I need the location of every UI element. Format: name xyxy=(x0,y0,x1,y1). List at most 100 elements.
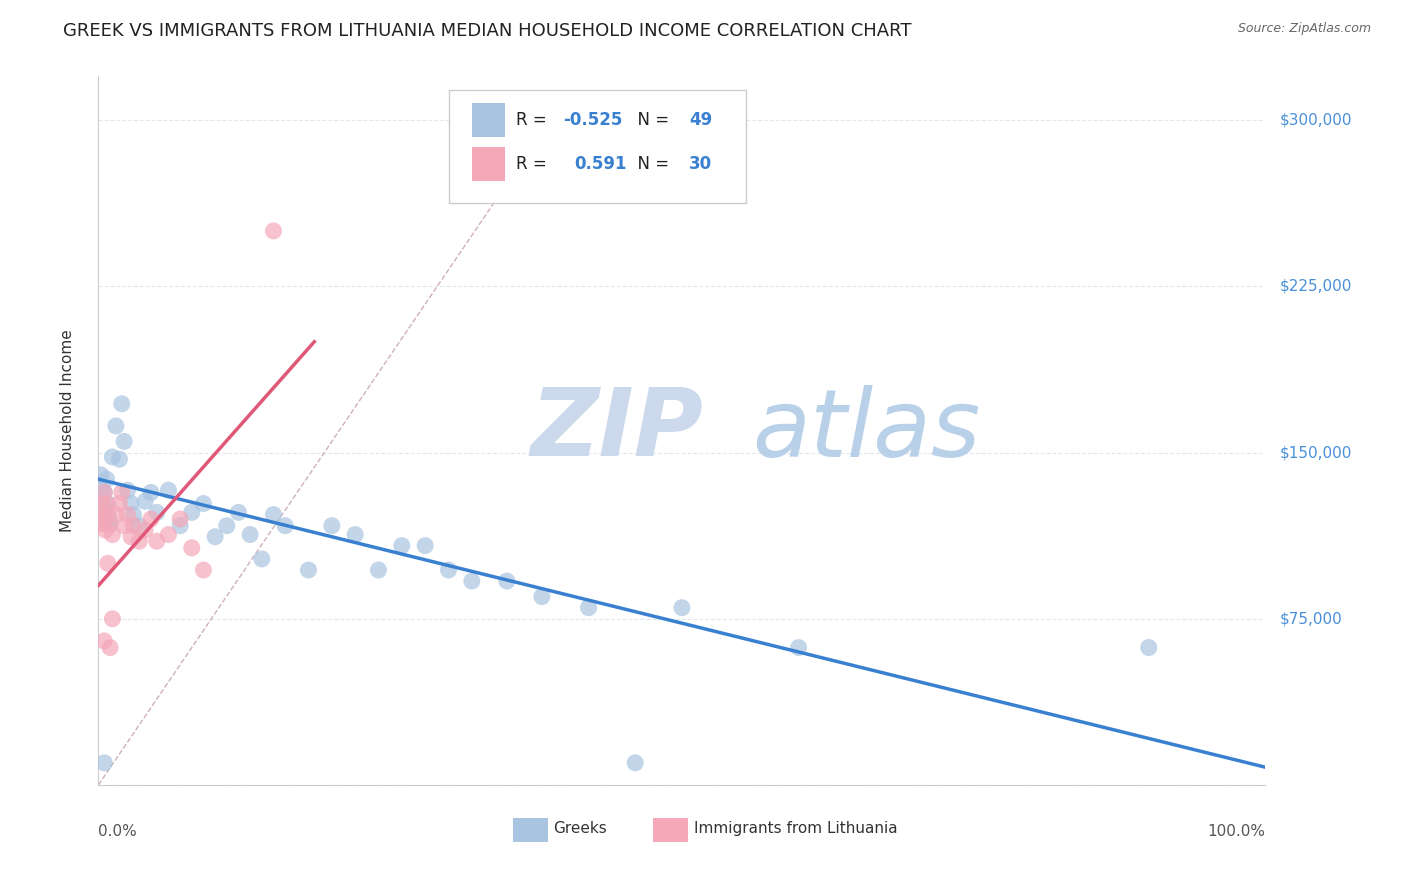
Point xyxy=(134,494,156,508)
Point xyxy=(93,634,115,648)
Point xyxy=(90,496,112,510)
Point xyxy=(128,534,150,549)
FancyBboxPatch shape xyxy=(513,818,548,842)
Point xyxy=(169,518,191,533)
Text: 49: 49 xyxy=(689,111,713,128)
Point xyxy=(104,419,127,434)
Text: $150,000: $150,000 xyxy=(1279,445,1351,460)
Point xyxy=(146,505,169,519)
Point xyxy=(228,505,250,519)
Point xyxy=(101,527,124,541)
Point xyxy=(96,472,118,486)
Point xyxy=(122,508,145,522)
Point xyxy=(98,640,121,655)
Point xyxy=(98,516,121,531)
Point xyxy=(120,496,142,510)
Point xyxy=(90,516,112,531)
FancyBboxPatch shape xyxy=(472,147,505,181)
Point xyxy=(297,563,319,577)
Point xyxy=(157,527,180,541)
Point xyxy=(91,512,114,526)
Point xyxy=(215,518,238,533)
Text: -0.525: -0.525 xyxy=(562,111,623,128)
Point xyxy=(1137,640,1160,655)
Point xyxy=(93,485,115,500)
FancyBboxPatch shape xyxy=(449,90,747,203)
Point xyxy=(97,508,120,522)
Point xyxy=(169,512,191,526)
Point xyxy=(134,523,156,537)
Point xyxy=(117,508,139,522)
Point xyxy=(93,756,115,770)
Point xyxy=(413,539,436,553)
Point xyxy=(274,518,297,533)
Y-axis label: Median Household Income: Median Household Income xyxy=(60,329,75,532)
Point xyxy=(139,512,162,526)
Point xyxy=(391,539,413,553)
Point xyxy=(624,756,647,770)
Text: atlas: atlas xyxy=(752,384,980,476)
Point xyxy=(93,485,115,500)
Point xyxy=(262,508,284,522)
Point xyxy=(787,640,810,655)
Point xyxy=(94,500,117,515)
Point xyxy=(94,523,117,537)
Point xyxy=(204,530,226,544)
Point xyxy=(496,574,519,588)
Point xyxy=(157,483,180,498)
Point xyxy=(89,494,111,508)
Text: $300,000: $300,000 xyxy=(1279,112,1353,128)
FancyBboxPatch shape xyxy=(652,818,688,842)
Point xyxy=(101,450,124,464)
Point xyxy=(97,557,120,571)
Text: N =: N = xyxy=(627,111,675,128)
Point xyxy=(120,530,142,544)
Text: 0.0%: 0.0% xyxy=(98,824,138,839)
Point xyxy=(250,552,273,566)
Point xyxy=(239,527,262,541)
Text: 100.0%: 100.0% xyxy=(1208,824,1265,839)
Point xyxy=(111,397,134,411)
Text: R =: R = xyxy=(516,155,557,173)
Point xyxy=(139,485,162,500)
Point xyxy=(367,563,389,577)
Text: Immigrants from Lithuania: Immigrants from Lithuania xyxy=(693,822,897,837)
Point xyxy=(97,496,120,510)
Point xyxy=(128,518,150,533)
Point xyxy=(90,467,112,482)
FancyBboxPatch shape xyxy=(472,103,505,136)
Point xyxy=(117,483,139,498)
Point xyxy=(112,434,135,449)
Text: GREEK VS IMMIGRANTS FROM LITHUANIA MEDIAN HOUSEHOLD INCOME CORRELATION CHART: GREEK VS IMMIGRANTS FROM LITHUANIA MEDIA… xyxy=(63,22,911,40)
Point xyxy=(578,600,600,615)
Point xyxy=(104,508,127,522)
Point xyxy=(180,541,202,555)
Point xyxy=(108,452,131,467)
Text: 30: 30 xyxy=(689,155,711,173)
Point xyxy=(671,600,693,615)
Point xyxy=(91,508,114,522)
Point xyxy=(193,496,215,510)
Point xyxy=(530,590,553,604)
Text: $225,000: $225,000 xyxy=(1279,279,1351,293)
Point xyxy=(97,512,120,526)
Text: R =: R = xyxy=(516,111,553,128)
Point xyxy=(146,534,169,549)
Point xyxy=(89,508,111,522)
Text: Greeks: Greeks xyxy=(554,822,607,837)
Point xyxy=(437,563,460,577)
Text: 0.591: 0.591 xyxy=(575,155,627,173)
Text: $75,000: $75,000 xyxy=(1279,611,1343,626)
Text: Source: ZipAtlas.com: Source: ZipAtlas.com xyxy=(1237,22,1371,36)
Point xyxy=(180,505,202,519)
Point xyxy=(321,518,343,533)
Point xyxy=(108,496,131,510)
Point xyxy=(97,518,120,533)
Text: N =: N = xyxy=(627,155,675,173)
Point xyxy=(344,527,367,541)
Point xyxy=(122,518,145,533)
Point xyxy=(101,612,124,626)
Point xyxy=(262,224,284,238)
Point xyxy=(96,496,118,510)
Point xyxy=(193,563,215,577)
